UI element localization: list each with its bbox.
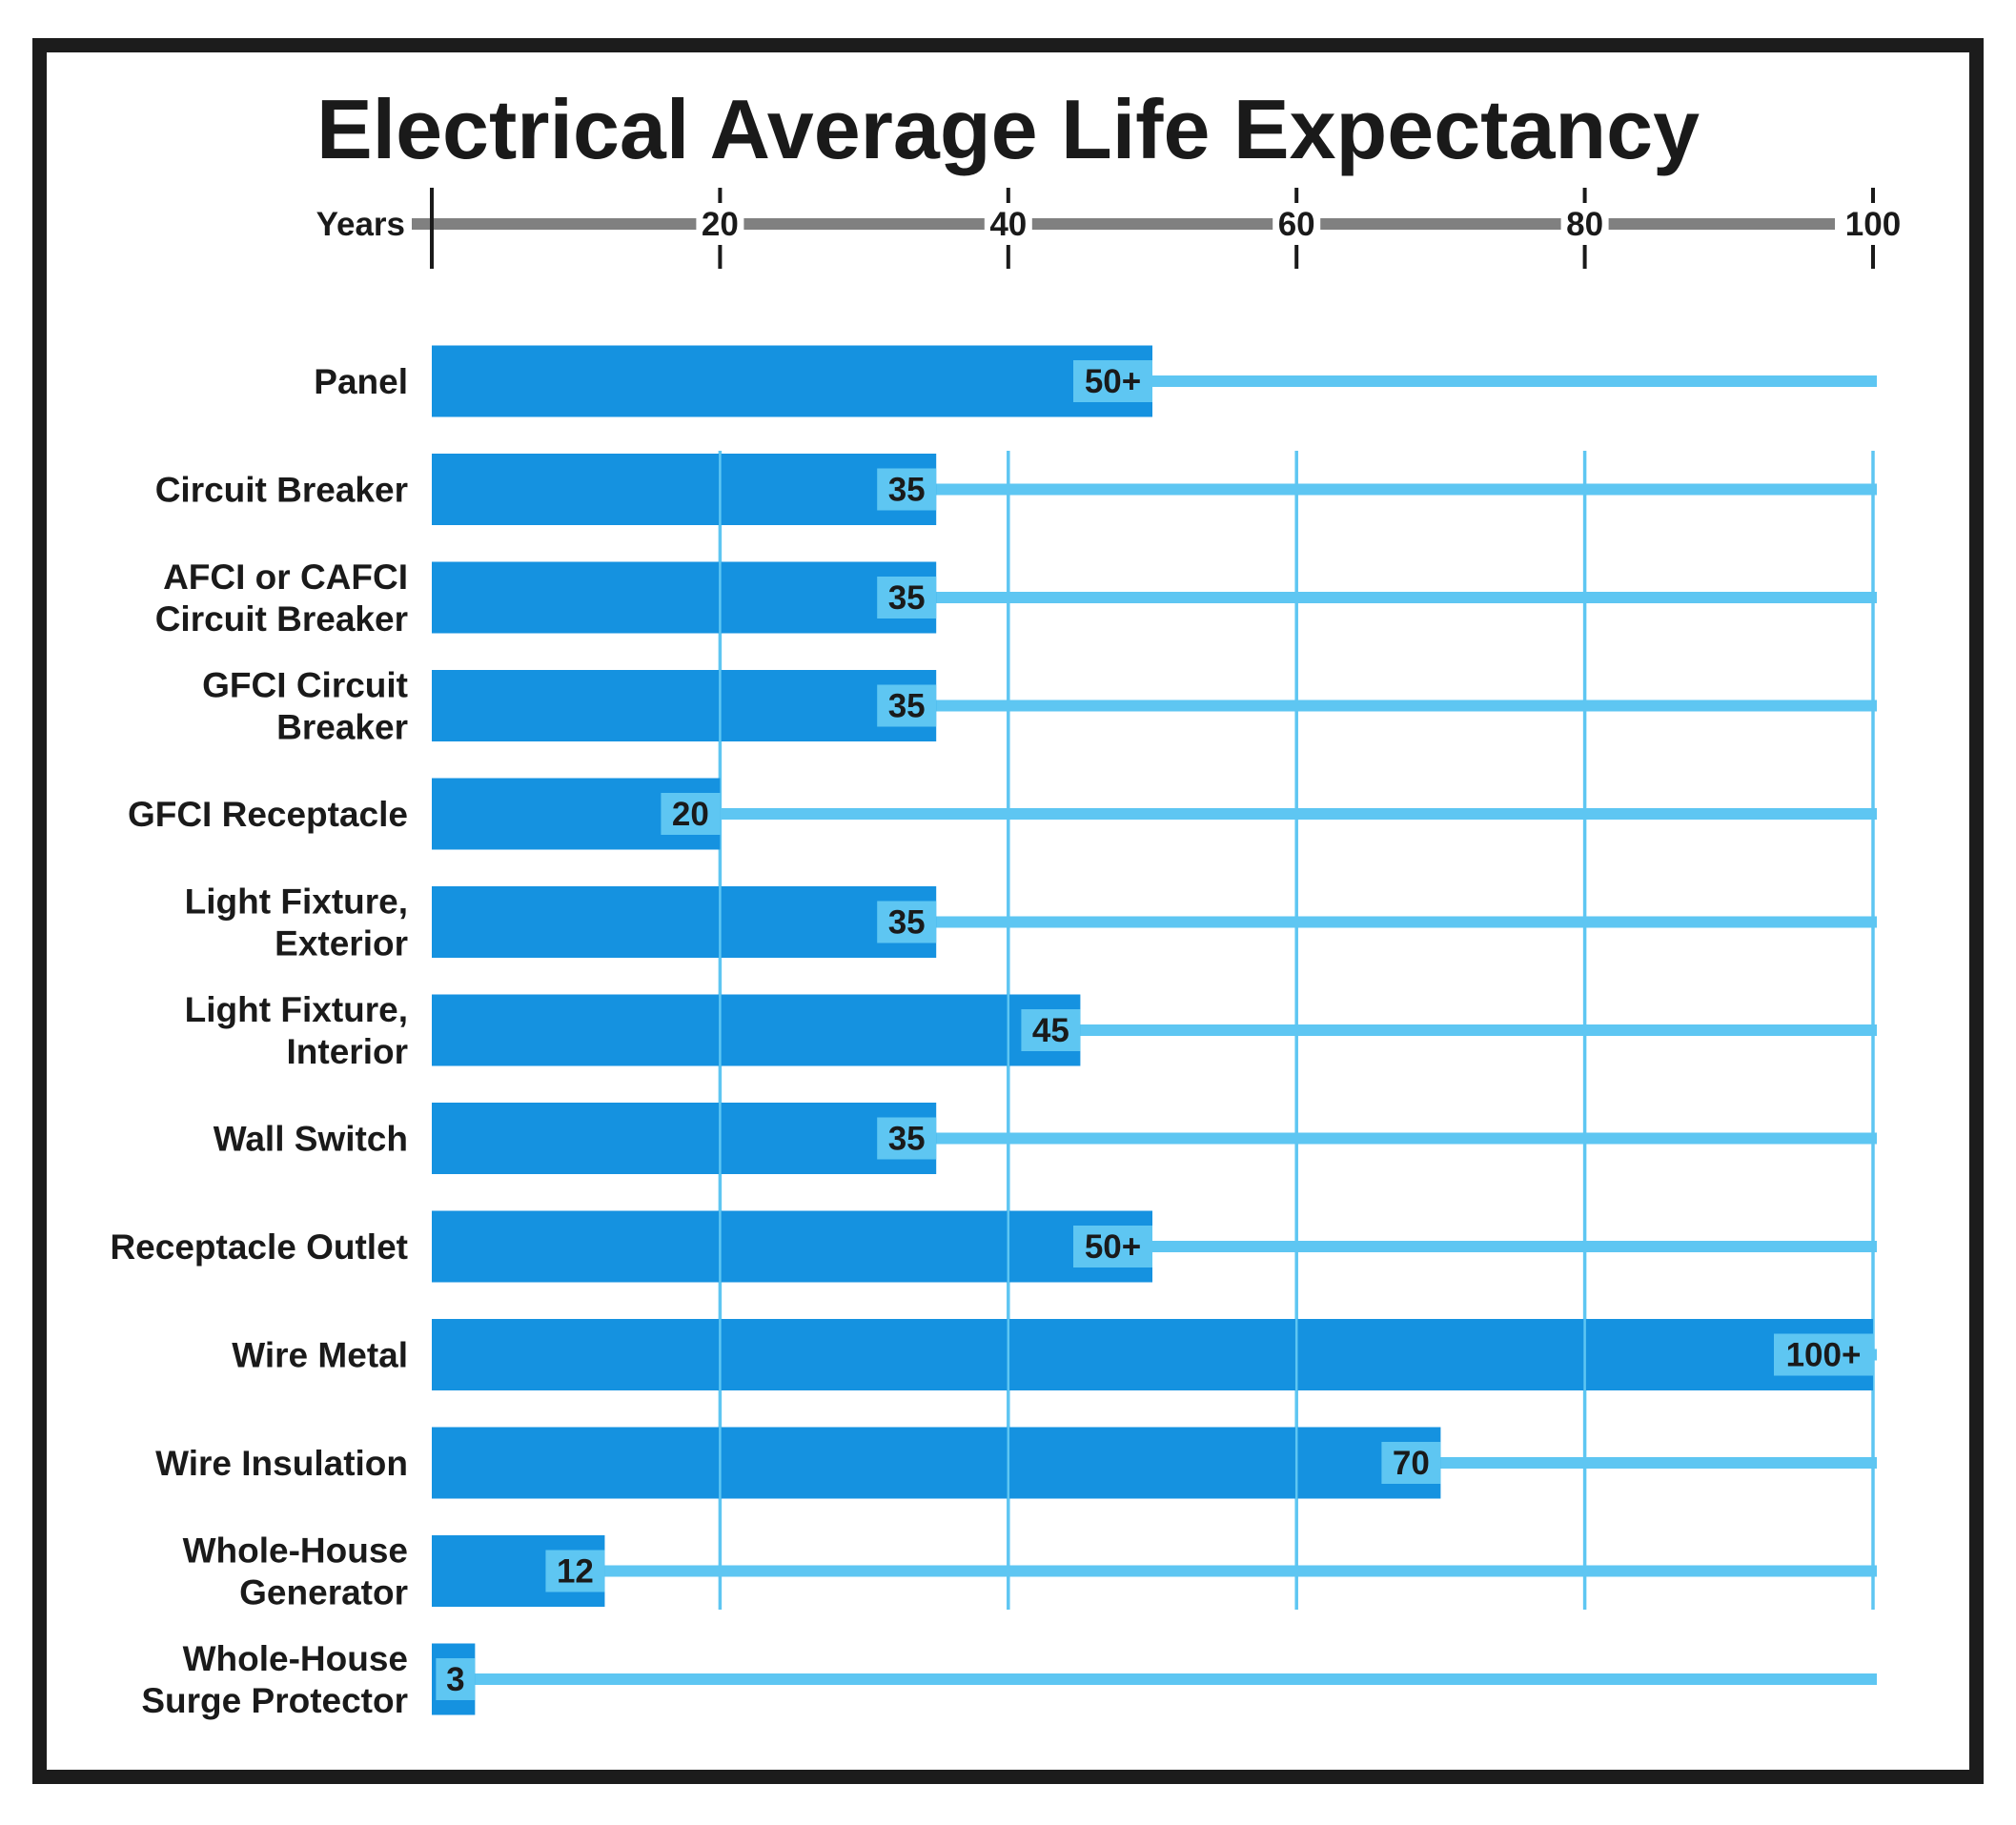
- value-label: 35: [888, 904, 926, 942]
- chart-frame: [32, 38, 1984, 1784]
- chart-title: Electrical Average Life Expectancy: [316, 82, 1700, 176]
- value-label-box: [1381, 1442, 1441, 1484]
- x-axis: Years 20 40 60 80 100: [316, 188, 1906, 269]
- category-label-line: GFCI Receptacle: [128, 795, 408, 834]
- value-label-box: [877, 684, 937, 727]
- value-label: 50+: [1085, 363, 1141, 400]
- x-tick-label-bg: [1273, 203, 1321, 245]
- value-label: 45: [1032, 1012, 1069, 1049]
- category-label: Whole-House Generator: [183, 1531, 408, 1612]
- bar: [432, 886, 937, 958]
- bar-rows: 50+ Panel 35 Circuit Breaker 35 AFCI or CAFCI…: [110, 345, 1877, 1720]
- x-tick-label-bg: [696, 203, 744, 245]
- bar-row: 3 Whole-House Surge Protector: [141, 1639, 1877, 1720]
- value-label-box: [661, 793, 721, 835]
- bar: [432, 1427, 1441, 1499]
- category-label-line: AFCI or CAFCI: [163, 558, 408, 597]
- category-label-line: Generator: [239, 1573, 408, 1612]
- value-label: 20: [672, 796, 709, 833]
- x-tick-label: 100: [1845, 206, 1901, 243]
- category-label: Circuit Breaker: [155, 471, 408, 510]
- bar: [432, 454, 937, 525]
- category-label-line: Interior: [287, 1032, 408, 1071]
- value-label-box: [1073, 1226, 1152, 1267]
- category-label: Panel: [314, 362, 408, 401]
- category-label: AFCI or CAFCI Circuit Breaker: [155, 558, 408, 639]
- category-label-line: Surge Protector: [141, 1681, 408, 1720]
- category-label-line: Wire Insulation: [155, 1444, 408, 1483]
- category-label-line: Wire Metal: [232, 1336, 408, 1375]
- category-label: Whole-House Surge Protector: [141, 1639, 408, 1720]
- category-label-line: Wall Switch: [214, 1120, 408, 1159]
- bar: [432, 670, 937, 741]
- bar-row: 50+ Receptacle Outlet: [110, 1210, 1877, 1283]
- value-label-box: [877, 901, 937, 943]
- bar-row: 45 Light Fixture, Interior: [185, 990, 1877, 1071]
- category-label: GFCI Circuit Breaker: [202, 666, 408, 747]
- category-label-line: Panel: [314, 362, 408, 401]
- value-label: 12: [557, 1553, 594, 1591]
- category-label: Wire Metal: [232, 1336, 408, 1375]
- value-label-box: [545, 1550, 605, 1592]
- x-tick-label: 40: [989, 206, 1027, 243]
- value-label-box: [877, 577, 937, 618]
- x-tick-label: 60: [1278, 206, 1315, 243]
- x-tick-label: 80: [1566, 206, 1603, 243]
- bar: [432, 994, 1081, 1066]
- value-label: 35: [888, 579, 926, 617]
- category-label-line: Whole-House: [183, 1531, 408, 1571]
- bar-row: 35 Circuit Breaker: [155, 454, 1877, 525]
- bar: [432, 561, 937, 634]
- value-label: 100+: [1786, 1337, 1862, 1374]
- value-label: 3: [446, 1661, 464, 1698]
- value-label-box: [1073, 360, 1152, 402]
- category-label-line: Receptacle Outlet: [110, 1227, 408, 1267]
- x-axis-label: Years: [316, 206, 405, 243]
- bar: [432, 1210, 1152, 1283]
- category-label: Light Fixture, Interior: [185, 990, 408, 1071]
- category-label: Wall Switch: [214, 1120, 408, 1159]
- category-label-line: Exterior: [275, 924, 408, 963]
- value-label: 50+: [1085, 1228, 1141, 1266]
- bar-row: 12 Whole-House Generator: [183, 1531, 1877, 1612]
- category-label-line: Circuit Breaker: [155, 599, 408, 639]
- value-label-box: [1021, 1009, 1081, 1051]
- category-label: Wire Insulation: [155, 1444, 408, 1483]
- category-label: GFCI Receptacle: [128, 795, 408, 834]
- category-label: Light Fixture, Exterior: [185, 882, 408, 963]
- value-label-box: [877, 468, 937, 511]
- bar: [432, 1319, 1873, 1390]
- category-label-line: Breaker: [276, 708, 408, 747]
- x-tick-label-bg: [1840, 203, 1906, 245]
- x-tick-label-bg: [984, 203, 1032, 245]
- bar: [432, 1103, 937, 1174]
- value-label: 35: [888, 1121, 926, 1158]
- bar-row: 100+ Wire Metal: [232, 1319, 1877, 1390]
- value-label-box: [877, 1117, 937, 1160]
- category-label-line: Whole-House: [183, 1639, 408, 1678]
- bar: [432, 345, 1152, 417]
- x-tick-label: 20: [702, 206, 739, 243]
- value-label-box: [436, 1658, 476, 1700]
- bar-row: 35 AFCI or CAFCI Circuit Breaker: [155, 558, 1877, 639]
- category-label-line: Light Fixture,: [185, 990, 408, 1029]
- value-label: 70: [1393, 1445, 1430, 1482]
- bar-row: 70 Wire Insulation: [155, 1427, 1877, 1499]
- category-label-line: Circuit Breaker: [155, 471, 408, 510]
- bar-row: 35 Light Fixture, Exterior: [185, 882, 1877, 963]
- value-label-box: [1774, 1333, 1873, 1376]
- value-label: 35: [888, 472, 926, 509]
- category-label-line: Light Fixture,: [185, 882, 408, 922]
- bar-row: 35 Wall Switch: [214, 1103, 1877, 1174]
- x-tick-label-bg: [1560, 203, 1609, 245]
- bar-row: 50+ Panel: [314, 345, 1877, 417]
- bar-row: 20 GFCI Receptacle: [128, 778, 1877, 850]
- value-label: 35: [888, 688, 926, 725]
- category-label-line: GFCI Circuit: [202, 666, 408, 705]
- category-label: Receptacle Outlet: [110, 1227, 408, 1267]
- bar-row: 35 GFCI Circuit Breaker: [202, 666, 1877, 747]
